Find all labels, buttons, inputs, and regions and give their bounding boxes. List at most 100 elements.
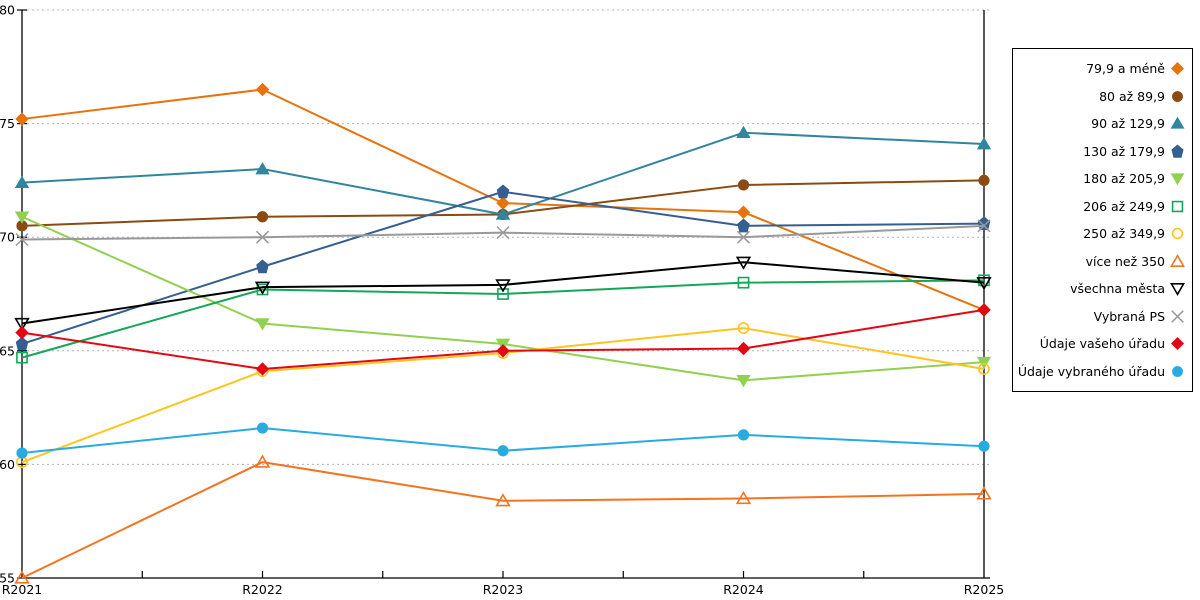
plot-area: 55 60 65 70 75 80 R2021 R2022 R2023 R2024 R2025 [0,3,1004,598]
marker-circle [978,174,990,186]
x-tick-label: R2024 [723,582,764,597]
marker-x [255,230,270,244]
y-tick-label: 65 [0,343,15,358]
marker-circle [256,211,269,223]
series-6 [16,274,990,364]
marker-triangle-down [14,317,30,332]
legend-item: Údaje vybraného úřadu [1017,358,1185,384]
marker-square [497,288,509,300]
x-tick-label: R2021 [2,582,43,597]
legend-item: více než 350 [1017,248,1185,274]
y-tick-label: 75 [0,116,15,131]
marker-pentagon [737,218,750,233]
marker-pentagon [496,184,510,199]
series-8 [14,454,992,584]
legend-item-label: 90 až 129,9 [1091,116,1165,132]
marker-square [16,351,28,364]
legend-item: 80 až 89,9 [1017,83,1185,109]
legend-marker-icon [1170,337,1185,351]
marker-diamond [496,196,510,210]
series-line [21,261,985,325]
series-1 [15,82,991,317]
marker-triangle-down [736,375,751,388]
legend-marker-icon [1170,173,1185,186]
legend-item-label: 130 až 179,9 [1083,143,1165,159]
marker-circle [16,447,28,459]
legend-item: 206 až 249,9 [1017,193,1185,219]
series-12 [16,422,990,459]
legend-marker-icon [1171,309,1184,323]
marker-triangle-up [976,137,992,150]
marker-triangle-down [735,256,752,270]
legend-item: všechna města [1017,276,1185,302]
marker-diamond [736,341,751,356]
marker-triangle-up [14,175,30,188]
marker-triangle-down [976,356,992,370]
legend-item-label: Údaje vašeho úřadu [1039,336,1165,352]
legend-marker-icon [1171,200,1184,212]
series-9 [14,256,992,332]
marker-diamond [1170,62,1185,76]
legend-item: 90 až 129,9 [1017,111,1185,137]
marker-triangle-up [976,486,992,500]
legend-marker-icon [1170,253,1185,267]
marker-pentagon [256,259,269,274]
series-11 [15,303,991,376]
marker-diamond [255,82,270,97]
legend-item-label: všechna města [1070,281,1165,297]
marker-circle [737,322,750,334]
legend-marker-icon [1170,62,1185,76]
legend-item-label: 79,9 a méně [1086,61,1165,77]
legend-marker-icon [1170,283,1185,297]
series-line [21,279,985,359]
y-tick-label: 70 [0,230,15,245]
marker-triangle-down [495,279,511,293]
y-tick-label: 55 [0,571,15,586]
legend: 79,9 a méně 80 až 89,9 90 až 129,9 130 až 1… [1012,48,1193,392]
series-4 [15,184,991,351]
marker-triangle-up [254,454,271,468]
marker-triangle-down [1170,283,1185,297]
legend-item: 250 až 349,9 [1017,221,1185,247]
legend-item-label: 180 až 205,9 [1083,171,1165,187]
marker-triangle-down [254,281,271,295]
marker-pentagon [15,336,29,351]
marker-triangle-up [1170,253,1185,267]
legend-item-label: 206 až 249,9 [1083,198,1165,214]
legend-marker-icon [1171,144,1184,158]
marker-circle [1172,365,1183,377]
marker-triangle-down [255,318,270,331]
x-tick-label: R2022 [242,582,283,597]
legend-item-label: Údaje vybraného úřadu [1017,363,1165,379]
legend-item: 130 až 179,9 [1017,138,1185,164]
marker-diamond [977,303,991,317]
marker-diamond [736,205,751,219]
marker-triangle-down [1170,173,1185,186]
legend-item-label: více než 350 [1085,253,1165,269]
marker-circle [737,429,750,441]
marker-triangle-up [1170,116,1185,129]
marker-diamond [1170,337,1185,351]
legend-item: 180 až 205,9 [1017,166,1185,192]
marker-triangle-up [495,493,511,507]
marker-triangle-down [14,211,30,224]
legend-item-label: 80 až 89,9 [1099,88,1165,104]
marker-triangle-down [976,277,992,291]
marker-circle [1171,228,1184,240]
legend-item-label: 250 až 349,9 [1083,226,1165,242]
y-tick-label: 80 [0,3,15,18]
marker-circle [1172,90,1183,102]
marker-circle [978,440,990,452]
marker-diamond [15,325,29,340]
legend-marker-icon [1170,116,1185,129]
marker-x [1171,309,1184,323]
marker-circle [737,179,750,191]
marker-square [737,276,750,289]
marker-x [977,219,991,233]
series-10 [15,219,991,247]
marker-circle [978,363,990,375]
marker-square [1171,200,1184,212]
legend-item: Vybraná PS [1017,303,1185,329]
marker-pentagon [1171,144,1184,158]
